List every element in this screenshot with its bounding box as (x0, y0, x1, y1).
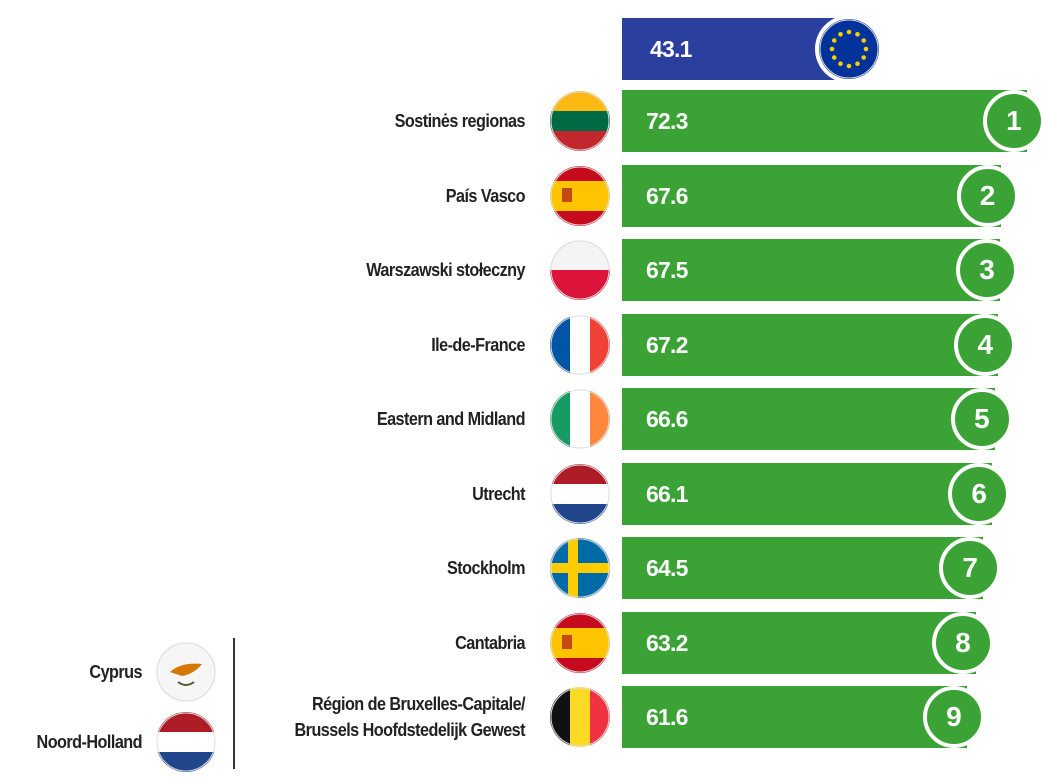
bar (622, 388, 995, 450)
bar (622, 239, 1000, 301)
bar-value: 66.1 (646, 480, 688, 507)
flag (550, 240, 610, 300)
region-label: Utrecht (472, 483, 525, 504)
rank-badge: 8 (931, 611, 994, 674)
bar (622, 686, 967, 748)
flag (550, 538, 610, 598)
bar (622, 313, 999, 376)
bar-value: 72.3 (646, 108, 688, 134)
region-label: Ile-de-France (431, 334, 525, 355)
other-region-label: Cyprus (89, 662, 142, 682)
region-label: País Vasco (445, 185, 526, 206)
rank-badge: 4 (954, 313, 1017, 376)
bar (622, 90, 1027, 152)
region-label: Sostinės regionas (394, 111, 526, 131)
region-label: Stockholm (447, 558, 526, 578)
flag (550, 613, 610, 673)
flag (550, 464, 610, 524)
rank-badge: 7 (939, 537, 1002, 599)
eu-flag (815, 15, 884, 83)
bar-value: 67.5 (646, 257, 688, 283)
rank-badge: 6 (948, 462, 1011, 525)
divider (233, 638, 235, 769)
bar-value: 63.2 (646, 629, 688, 656)
region-label: Eastern and Midland (376, 409, 526, 429)
bar-value: 61.6 (646, 704, 688, 730)
region-label: Cantabria (455, 632, 525, 653)
region-label: Région de Bruxelles-Capitale/ Brussels H… (294, 694, 526, 740)
other-region-label: Noord-Holland (36, 732, 143, 752)
rank-badge: 1 (982, 90, 1042, 152)
bar (622, 537, 984, 599)
rank-badge: 5 (950, 388, 1013, 450)
reference-value: 43.1 (650, 36, 692, 62)
bar-value: 67.2 (646, 331, 688, 358)
rank-badge: 3 (956, 239, 1018, 301)
bar-value: 67.6 (646, 182, 688, 209)
flag (550, 315, 610, 375)
rank-badge: 9 (922, 686, 985, 748)
bar (622, 462, 993, 525)
flag (156, 712, 216, 772)
bar (622, 611, 976, 674)
flag (550, 91, 610, 151)
flag (550, 687, 610, 747)
flag (550, 166, 610, 226)
bar (622, 164, 1001, 227)
bar-value: 64.5 (646, 555, 688, 581)
flag (550, 389, 610, 449)
bar-value: 66.6 (646, 406, 688, 432)
region-label: Warszawski stołeczny (366, 260, 525, 280)
flag (156, 642, 216, 702)
rank-badge: 2 (956, 164, 1019, 227)
